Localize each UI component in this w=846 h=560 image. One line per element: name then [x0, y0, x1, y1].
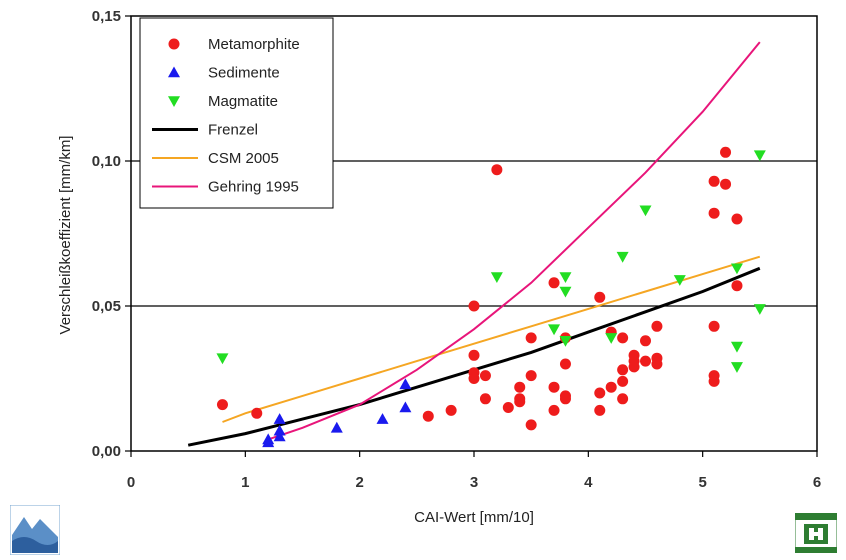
- point-metamorphite: [605, 381, 617, 393]
- point-metamorphite: [468, 300, 480, 312]
- x-tick-label: 1: [241, 474, 249, 491]
- series-line-gehring-1995: [267, 41, 761, 441]
- point-magmatite: [616, 251, 629, 263]
- point-metamorphite: [548, 277, 560, 289]
- legend-swatch-magmatite: [168, 96, 180, 107]
- x-tick-label: 0: [127, 474, 135, 491]
- y-tick-label: 0,05: [92, 298, 121, 315]
- point-magmatite: [559, 272, 572, 283]
- point-metamorphite: [525, 370, 537, 382]
- y-tick-label: 0,10: [92, 153, 121, 170]
- point-metamorphite: [708, 207, 720, 219]
- point-metamorphite: [468, 349, 480, 361]
- point-metamorphite: [559, 393, 571, 405]
- point-magmatite: [490, 272, 503, 283]
- series-line-csm-2005: [222, 255, 761, 423]
- x-tick-label: 6: [813, 474, 821, 491]
- point-magmatite: [605, 333, 618, 344]
- x-tick-label: 5: [698, 474, 706, 491]
- point-sedimente: [262, 436, 275, 448]
- point-metamorphite: [708, 320, 720, 332]
- point-metamorphite: [479, 370, 491, 382]
- point-metamorphite: [720, 146, 732, 158]
- x-tick-labels: 0 1 2 3 4 5 6: [127, 474, 821, 491]
- legend-label-gehring-1995: Gehring 1995: [208, 179, 299, 196]
- point-sedimente: [399, 401, 412, 413]
- point-metamorphite: [640, 335, 651, 347]
- point-metamorphite: [525, 332, 537, 344]
- point-sedimente: [273, 430, 286, 442]
- legend: Metamorphite Sedimente Magmatite Frenzel CSM…: [139, 17, 334, 209]
- point-sedimente: [399, 378, 412, 390]
- x-axis-label: CAI-Wert [mm/10]: [414, 509, 534, 526]
- point-metamorphite: [617, 332, 629, 344]
- point-metamorphite: [559, 358, 571, 370]
- point-magmatite: [730, 341, 743, 353]
- point-metamorphite: [594, 387, 606, 399]
- point-metamorphite: [617, 375, 629, 387]
- point-metamorphite: [731, 280, 743, 292]
- point-metamorphite: [216, 399, 228, 411]
- point-metamorphite: [651, 320, 663, 332]
- point-magmatite: [548, 324, 561, 336]
- point-metamorphite: [422, 410, 434, 422]
- point-metamorphite: [708, 175, 720, 187]
- company-logo: [795, 513, 837, 553]
- point-magmatite: [753, 304, 766, 315]
- point-metamorphite: [502, 402, 514, 413]
- point-metamorphite: [651, 358, 663, 370]
- x-tick-label: 3: [470, 474, 478, 491]
- point-metamorphite: [514, 396, 526, 408]
- point-sedimente: [273, 413, 286, 424]
- point-metamorphite: [548, 381, 560, 393]
- y-tick-label: 0,15: [92, 8, 121, 25]
- point-metamorphite: [548, 404, 560, 416]
- institution-logo: [9, 504, 61, 556]
- point-metamorphite: [720, 178, 732, 190]
- legend-swatch-metamorphite: [168, 38, 180, 50]
- point-metamorphite: [617, 393, 629, 405]
- point-metamorphite: [445, 404, 457, 416]
- legend-swatch-sedimente: [168, 66, 180, 78]
- point-metamorphite: [628, 361, 640, 373]
- point-magmatite: [753, 150, 766, 162]
- point-metamorphite: [491, 164, 503, 176]
- legend-label-frenzel: Frenzel: [208, 122, 258, 139]
- point-sedimente: [273, 424, 286, 436]
- y-tick-label: 0,00: [92, 443, 121, 460]
- y-tick-labels: 0,00 0,05 0,10 0,15: [92, 8, 121, 460]
- point-metamorphite: [594, 404, 606, 416]
- point-metamorphite: [479, 393, 491, 405]
- x-tick-label: 4: [584, 474, 593, 491]
- point-magmatite: [559, 286, 572, 298]
- point-metamorphite: [640, 355, 651, 367]
- legend-box: [139, 17, 334, 209]
- point-metamorphite: [594, 291, 606, 303]
- x-tick-label: 2: [355, 474, 363, 491]
- legend-label-metamorphite: Metamorphite: [208, 36, 300, 53]
- point-metamorphite: [731, 213, 743, 225]
- point-metamorphite: [525, 419, 537, 431]
- point-magmatite: [730, 362, 743, 373]
- point-magmatite: [673, 275, 686, 286]
- point-metamorphite: [708, 375, 720, 387]
- point-magmatite: [559, 336, 572, 347]
- point-sedimente: [330, 421, 343, 433]
- y-axis-label: Verschleißkoeffizient [mm/km]: [57, 136, 74, 335]
- legend-label-magmatite: Magmatite: [208, 93, 278, 110]
- point-sedimente: [376, 413, 389, 424]
- point-magmatite: [639, 205, 652, 217]
- point-metamorphite: [514, 381, 526, 393]
- point-magmatite: [216, 353, 229, 365]
- legend-label-csm-2005: CSM 2005: [208, 150, 279, 167]
- point-metamorphite: [251, 407, 263, 419]
- legend-label-sedimente: Sedimente: [208, 65, 280, 82]
- point-magmatite: [730, 263, 743, 275]
- point-metamorphite: [617, 364, 629, 376]
- point-metamorphite: [468, 373, 480, 384]
